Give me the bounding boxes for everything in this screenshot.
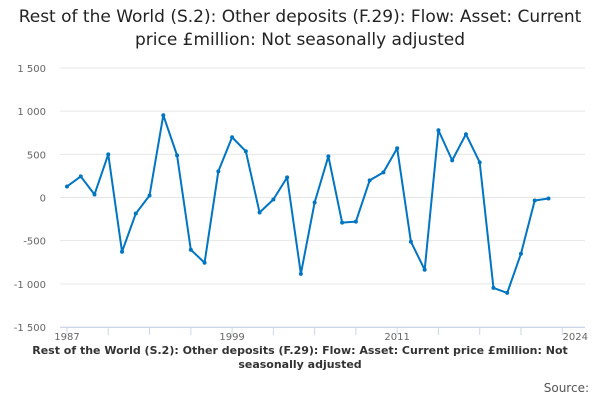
data-point: [175, 153, 180, 158]
y-tick-label: -1 000: [14, 280, 46, 291]
data-point: [106, 152, 111, 157]
data-point: [161, 113, 166, 118]
data-point: [450, 158, 455, 163]
x-tick-label: 1999: [219, 332, 244, 340]
data-point: [202, 260, 207, 265]
data-point: [188, 247, 193, 252]
data-point: [216, 169, 221, 174]
y-tick-label: 0: [40, 194, 46, 205]
data-point: [230, 135, 235, 140]
data-point: [340, 220, 345, 225]
data-point: [120, 249, 125, 254]
data-point: [532, 198, 537, 203]
x-tick-label: 2024: [563, 332, 588, 340]
data-point: [395, 146, 400, 151]
data-point: [408, 239, 413, 244]
data-point: [422, 267, 427, 272]
legend-label: Rest of the World (S.2): Other deposits …: [32, 344, 568, 371]
data-point: [477, 160, 482, 165]
data-point: [65, 184, 69, 189]
data-point: [312, 200, 317, 205]
y-tick-label: 1 000: [17, 107, 46, 118]
data-point: [326, 154, 331, 159]
data-point: [147, 193, 152, 198]
data-point: [463, 132, 468, 137]
series-line: [66, 114, 549, 294]
x-tick-label: 2011: [384, 332, 409, 340]
data-point: [353, 219, 358, 224]
data-point: [436, 128, 441, 133]
data-point: [491, 285, 496, 290]
data-point: [271, 197, 276, 202]
data-point: [133, 211, 138, 216]
data-point: [546, 196, 551, 201]
data-point: [243, 149, 248, 154]
data-point: [381, 170, 386, 175]
y-tick-label: -500: [23, 237, 46, 248]
data-point: [505, 290, 510, 295]
data-point: [285, 175, 290, 180]
data-point: [257, 210, 262, 215]
data-point: [298, 271, 303, 276]
y-tick-label: 1 500: [17, 64, 46, 75]
data-point: [92, 192, 97, 197]
data-point: [78, 174, 83, 179]
line-chart: 1 500 1 000 500 0 -500 -1 000 -1 500 1987 1999 20…: [14, 64, 588, 340]
y-tick-label: 500: [27, 150, 46, 161]
y-tick-label: -1 500: [14, 323, 46, 334]
source-label: Source:: [543, 381, 589, 395]
data-point: [367, 178, 372, 183]
chart-title: Rest of the World (S.2): Other deposits …: [18, 7, 582, 50]
x-tick-label: 1987: [54, 332, 79, 340]
data-point: [518, 251, 523, 256]
